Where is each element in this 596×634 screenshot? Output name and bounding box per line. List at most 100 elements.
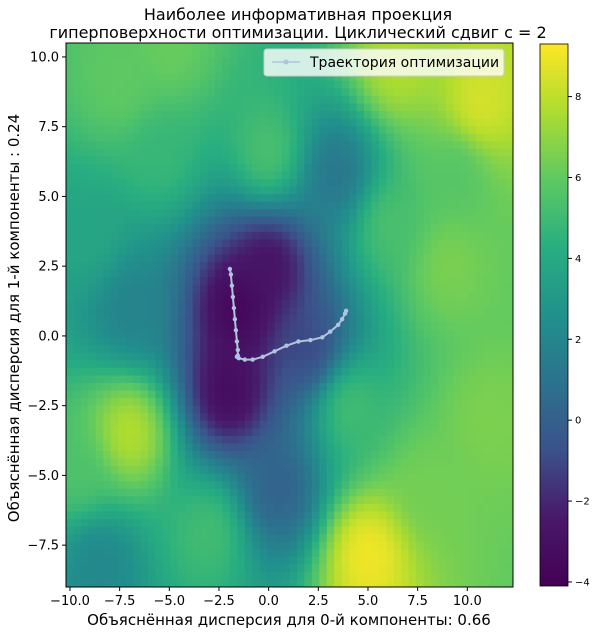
heatmap-cell — [133, 216, 142, 225]
heatmap-cell — [229, 473, 238, 482]
heatmap-cell — [475, 254, 484, 263]
heatmap-cell — [289, 564, 298, 573]
heatmap-cell — [170, 179, 179, 188]
heatmap-cell — [252, 269, 261, 278]
heatmap-cell — [133, 383, 142, 392]
heatmap-cell — [237, 556, 246, 565]
heatmap-cell — [364, 428, 373, 437]
heatmap-cell — [282, 345, 291, 354]
heatmap-cell — [296, 466, 305, 475]
heatmap-cell — [118, 58, 127, 67]
heatmap-cell — [431, 277, 440, 286]
heatmap-cell — [371, 360, 380, 369]
heatmap-cell — [505, 345, 513, 354]
heatmap-cell — [170, 473, 179, 482]
heatmap-cell — [341, 43, 350, 52]
heatmap-cell — [460, 564, 469, 573]
heatmap-cell — [483, 428, 492, 437]
heatmap-cell — [356, 284, 365, 293]
heatmap-cell — [326, 163, 335, 173]
heatmap-cell — [282, 352, 291, 361]
heatmap-cell — [252, 579, 261, 587]
heatmap-cell — [319, 284, 328, 293]
heatmap-cell — [274, 526, 283, 535]
heatmap-cell — [282, 95, 291, 105]
heatmap-cell — [311, 111, 320, 120]
heatmap-cell — [110, 80, 119, 89]
heatmap-cell — [334, 330, 343, 339]
heatmap-cell — [341, 564, 350, 573]
heatmap-cell — [356, 247, 365, 256]
heatmap-cell — [304, 247, 313, 256]
heatmap-cell — [73, 496, 82, 505]
heatmap-cell — [490, 262, 499, 271]
heatmap-cell — [133, 398, 142, 407]
heatmap-cell — [453, 398, 462, 407]
heatmap-cell — [80, 435, 89, 445]
heatmap-cell — [140, 186, 149, 195]
heatmap-cell — [431, 398, 440, 407]
heatmap-cell — [408, 88, 417, 97]
heatmap-cell — [364, 103, 373, 112]
trajectory-point — [272, 349, 277, 354]
heatmap-cell — [118, 80, 127, 89]
heatmap-cell — [237, 496, 246, 505]
heatmap-cell — [229, 179, 238, 188]
heatmap-cell — [453, 360, 462, 369]
heatmap-cell — [192, 43, 201, 52]
heatmap-cell — [229, 496, 238, 505]
heatmap-cell — [386, 179, 395, 188]
heatmap-cell — [118, 383, 127, 392]
heatmap-cell — [274, 466, 283, 475]
heatmap-cell — [200, 118, 209, 127]
heatmap-cell — [341, 277, 350, 286]
heatmap-cell — [80, 111, 89, 120]
heatmap-cell — [192, 481, 201, 490]
heatmap-cell — [259, 201, 268, 210]
heatmap-cell — [192, 80, 201, 89]
heatmap-cell — [445, 481, 454, 490]
heatmap-cell — [140, 307, 149, 316]
heatmap-cell — [408, 428, 417, 437]
heatmap-cell — [334, 171, 343, 180]
heatmap-cell — [498, 171, 507, 180]
heatmap-cell — [304, 148, 313, 157]
heatmap-cell — [103, 503, 112, 513]
heatmap-cell — [185, 556, 194, 565]
heatmap-cell — [229, 466, 238, 475]
heatmap-cell — [304, 330, 313, 339]
heatmap-cell — [416, 269, 425, 278]
heatmap-cell — [267, 571, 276, 581]
heatmap-cell — [505, 383, 513, 392]
heatmap-cell — [371, 43, 380, 52]
heatmap-cell — [252, 179, 261, 188]
trajectory-point — [227, 266, 233, 272]
heatmap-cell — [356, 216, 365, 225]
heatmap-cell — [147, 95, 156, 105]
heatmap-cell — [401, 284, 410, 293]
heatmap-cell — [259, 579, 268, 587]
heatmap-cell — [364, 201, 373, 210]
heatmap-cell — [252, 481, 261, 490]
heatmap-cell — [133, 496, 142, 505]
heatmap-cell — [453, 405, 462, 414]
heatmap-cell — [140, 541, 149, 550]
heatmap-cell — [73, 216, 82, 225]
heatmap-cell — [438, 579, 447, 587]
heatmap-cell — [408, 201, 417, 210]
heatmap-cell — [222, 413, 231, 422]
heatmap-cell — [170, 383, 179, 392]
heatmap-cell — [244, 413, 253, 422]
heatmap-cell — [304, 549, 313, 558]
heatmap-cell — [237, 80, 246, 89]
heatmap-cell — [498, 194, 507, 203]
heatmap-cell — [423, 360, 432, 369]
heatmap-cell — [207, 171, 216, 180]
heatmap-cell — [349, 549, 358, 558]
heatmap-cell — [438, 224, 447, 233]
heatmap-cell — [438, 367, 447, 377]
heatmap-cell — [192, 292, 201, 301]
heatmap-cell — [483, 262, 492, 271]
heatmap-cell — [80, 360, 89, 369]
heatmap-cell — [73, 488, 82, 497]
